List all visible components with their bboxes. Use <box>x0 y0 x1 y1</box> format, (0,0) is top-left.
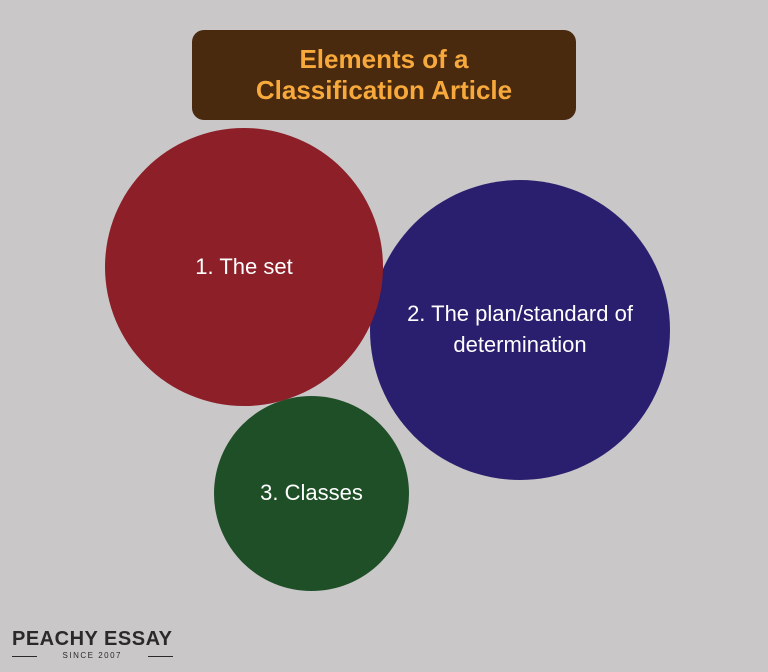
brand-logo: PEACHY ESSAY SINCE 2007 <box>12 629 173 660</box>
circle-plan-standard: 2. The plan/standard of determination <box>370 180 670 480</box>
page-title: Elements of a Classification Article <box>232 44 536 106</box>
circle-label-2: 2. The plan/standard of determination <box>370 299 670 361</box>
circle-the-set: 1. The set <box>105 128 383 406</box>
logo-main-text: PEACHY ESSAY <box>12 629 173 649</box>
logo-sub-text: SINCE 2007 <box>12 651 173 660</box>
title-box: Elements of a Classification Article <box>192 30 576 120</box>
circle-classes: 3. Classes <box>214 396 409 591</box>
circle-label-3: 3. Classes <box>242 478 381 509</box>
circle-label-1: 1. The set <box>177 252 310 283</box>
